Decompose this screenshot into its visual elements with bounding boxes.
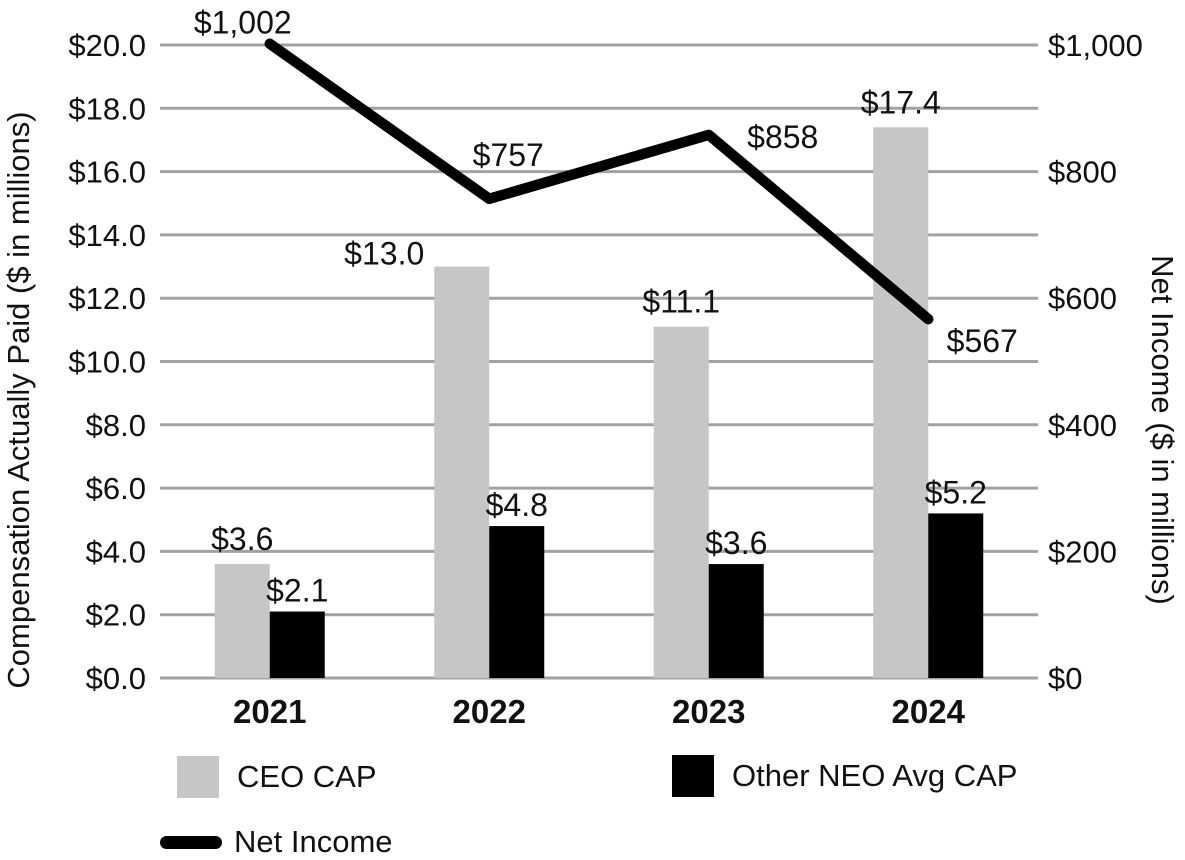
- other-neo-avg-cap-value-label-2022: $4.8: [486, 487, 548, 523]
- net-income-line-path: [264, 38, 934, 325]
- legend-label-other-neo-avg-cap: Other NEO Avg CAP: [732, 758, 1018, 793]
- net-income-value-label-2021: $1,002: [194, 5, 292, 41]
- x-axis-label-2023: 2023: [672, 693, 745, 730]
- legend-item-net-income: Net Income: [160, 821, 393, 860]
- bars: [214, 127, 984, 679]
- other-neo-avg-cap-swatch-icon: [672, 755, 714, 797]
- ceo-cap-bar-2023: [653, 326, 709, 678]
- left-axis-tick-label: $20.0: [68, 28, 146, 63]
- right-axis-tick-label: $200: [1048, 534, 1117, 569]
- left-axis-tick-label: $6.0: [86, 471, 146, 506]
- legend-item-ceo-cap: CEO CAP: [177, 756, 377, 798]
- x-axis-label-2021: 2021: [233, 693, 306, 730]
- right-axis-title: Net Income ($ in millions): [1145, 255, 1180, 605]
- other-neo-avg-cap-bar-2021: [269, 611, 325, 678]
- ceo-cap-bar-2021: [214, 564, 270, 678]
- net-income-value-label-2022: $757: [473, 137, 544, 173]
- right-axis-tick-label: $600: [1048, 281, 1117, 316]
- other-neo-avg-cap-bar-2023: [708, 564, 764, 678]
- ceo-cap-swatch-icon: [177, 756, 219, 798]
- right-axis-tick-label: $1,000: [1048, 28, 1143, 63]
- left-axis-tick-label: $4.0: [86, 534, 146, 569]
- net-income-value-label-2023: $858: [747, 119, 818, 155]
- right-axis-tick-label: $400: [1048, 408, 1117, 443]
- x-axis-label-2022: 2022: [453, 693, 526, 730]
- left-axis-tick-label: $2.0: [86, 598, 146, 633]
- net-income-line: [264, 38, 934, 325]
- left-axis-tick-label: $8.0: [86, 408, 146, 443]
- other-neo-avg-cap-value-label-2023: $3.6: [705, 525, 767, 561]
- left-axis-tick-label: $0.0: [86, 661, 146, 696]
- net-income-value-label-2024: $567: [947, 323, 1018, 359]
- ceo-cap-bar-2022: [434, 266, 490, 678]
- right-axis-ticks: $0 $200 $400 $600 $800 $1,000: [1048, 28, 1143, 696]
- other-neo-avg-cap-value-label-2024: $5.2: [925, 474, 987, 510]
- ceo-cap-value-label-2022: $13.0: [344, 236, 424, 272]
- x-axis-labels: 2021 2022 2023 2024: [233, 693, 966, 730]
- left-axis-tick-label: $10.0: [68, 345, 146, 380]
- bar-value-labels: $3.6 $2.1 $13.0 $4.8 $11.1 $3.6 $17.4 $5.2: [211, 84, 987, 608]
- left-axis-ticks: $0.0 $2.0 $4.0 $6.0 $8.0 $10.0 $12.0 $14.0 $16.0…: [68, 28, 146, 696]
- left-axis-tick-label: $16.0: [68, 155, 146, 190]
- left-axis-tick-label: $12.0: [68, 281, 146, 316]
- other-neo-avg-cap-value-label-2021: $2.1: [266, 573, 328, 609]
- ceo-cap-value-label-2024: $17.4: [861, 84, 941, 120]
- ceo-cap-value-label-2021: $3.6: [211, 521, 273, 557]
- left-axis-tick-label: $18.0: [68, 91, 146, 126]
- other-neo-avg-cap-bar-2024: [928, 513, 984, 678]
- right-axis-tick-label: $800: [1048, 155, 1117, 190]
- legend-label-net-income: Net Income: [234, 824, 393, 859]
- line-value-labels: $1,002 $757 $858 $567: [194, 5, 1018, 359]
- left-axis-title: Compensation Actually Paid ($ in million…: [1, 111, 36, 689]
- right-axis-tick-label: $0: [1048, 661, 1082, 696]
- left-axis-tick-label: $14.0: [68, 218, 146, 253]
- ceo-cap-value-label-2023: $11.1: [642, 284, 720, 320]
- net-income-line-swatch-icon: [160, 835, 222, 849]
- legend-label-ceo-cap: CEO CAP: [237, 759, 377, 794]
- ceo-cap-bar-2024: [873, 127, 929, 679]
- x-axis-label-2024: 2024: [892, 693, 966, 730]
- legend-item-other-neo-avg-cap: Other NEO Avg CAP: [672, 755, 1017, 797]
- other-neo-avg-cap-bar-2022: [489, 526, 545, 678]
